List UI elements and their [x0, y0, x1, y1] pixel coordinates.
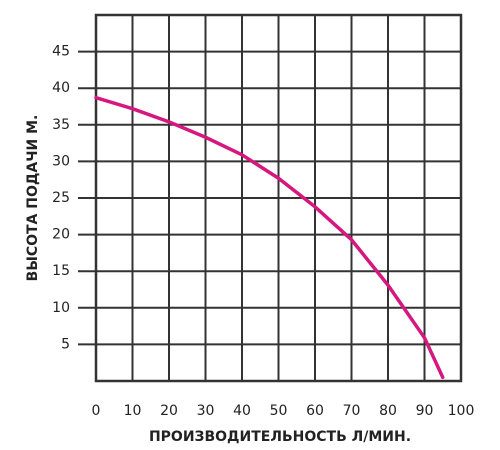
y-tick-label: 10: [52, 300, 70, 316]
curve: [94, 95, 445, 380]
x-tick-label: 80: [379, 403, 397, 419]
x-tick-label: 30: [197, 403, 215, 419]
x-tick-label: 60: [306, 403, 324, 419]
x-tick-label: 50: [270, 403, 288, 419]
y-tick-label: 45: [52, 44, 70, 60]
y-axis-label: ВЫСОТА ПОДАЧИ М.: [25, 115, 41, 282]
y-tick-label: 30: [52, 153, 70, 169]
y-tick-label: 20: [52, 227, 70, 243]
y-tick-label: 15: [52, 263, 70, 279]
x-axis-label: ПРОИЗВОДИТЕЛЬНОСТЬ Л/МИН.: [149, 429, 411, 445]
x-tick-label: 0: [92, 403, 101, 419]
x-tick-label: 100: [448, 403, 475, 419]
x-tick-label: 40: [233, 403, 251, 419]
y-tick-label: 25: [52, 190, 70, 206]
y-tick-label: 5: [61, 336, 70, 352]
plot-border: [94, 13, 463, 383]
y-tick-label: 35: [52, 117, 70, 133]
x-tick-label: 90: [416, 403, 434, 419]
x-tick-label: 70: [343, 403, 361, 419]
x-tick-label: 20: [160, 403, 178, 419]
y-tick-label: 40: [52, 80, 70, 96]
x-tick-label: 10: [124, 403, 142, 419]
